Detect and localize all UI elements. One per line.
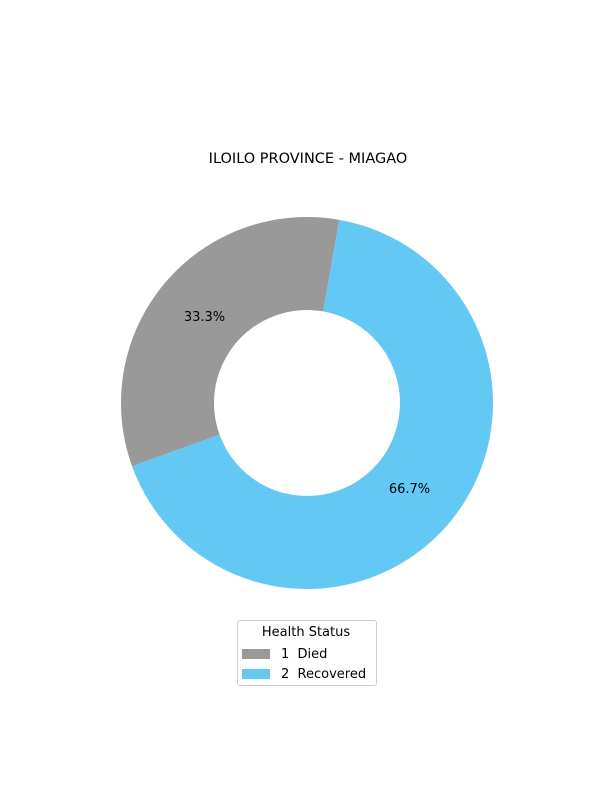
legend-swatch-recovered (242, 669, 270, 679)
legend-item-died: 1 Died (242, 644, 370, 664)
legend-title: Health Status (261, 625, 351, 640)
legend-item-recovered: 2 Recovered (242, 664, 370, 684)
donut-slice-0 (121, 217, 340, 467)
donut-slices (121, 217, 493, 589)
slice-pct-label-0: 33.3% (184, 310, 225, 325)
slice-labels: 33.3% 66.7% (184, 310, 430, 497)
donut-slice-1 (132, 219, 493, 589)
legend-swatch-died (242, 649, 270, 659)
chart-title: ILOILO PROVINCE - MIAGAO (209, 151, 408, 167)
legend-label-died: 1 Died (281, 646, 328, 662)
legend: Health Status 1 Died 2 Recovered (237, 620, 377, 686)
slice-pct-label-1: 66.7% (389, 482, 430, 497)
legend-label-recovered: 2 Recovered (281, 666, 367, 682)
